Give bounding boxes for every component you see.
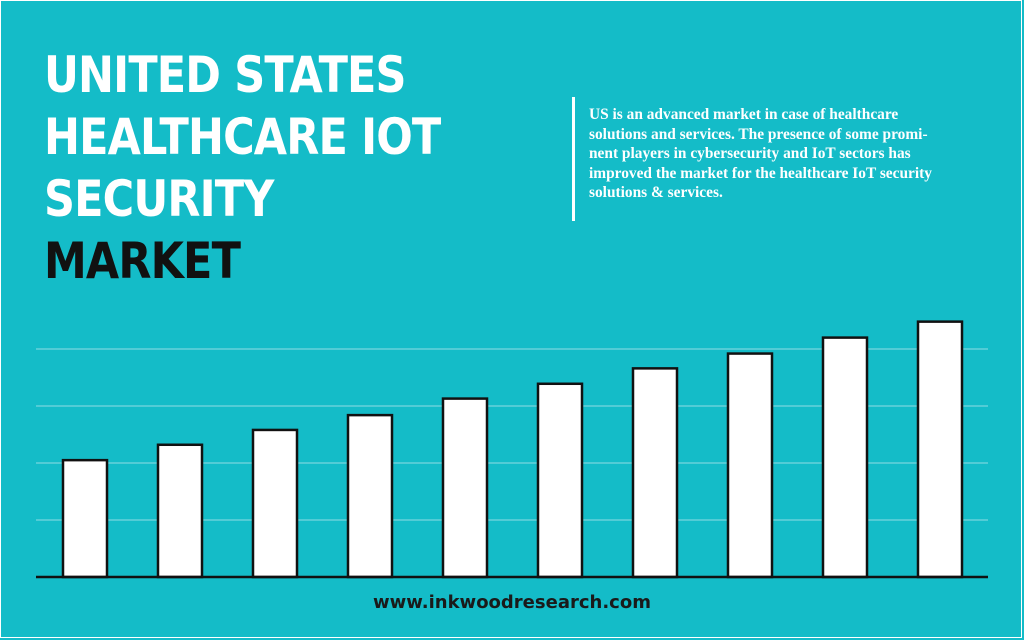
description-block: US is an advanced market in case of heal… <box>572 97 982 221</box>
bar-10 <box>916 320 964 579</box>
bar-6 <box>536 382 584 579</box>
footer-url[interactable]: www.inkwoodresearch.com <box>373 592 651 613</box>
bar-5 <box>441 397 489 579</box>
bar-9 <box>821 336 869 579</box>
bar-8 <box>726 352 774 579</box>
bar-7 <box>631 367 679 579</box>
description-line-3: nent players in cybersecurity and IoT se… <box>589 145 911 162</box>
title-line-2: HEALTHCARE IOT <box>44 108 441 166</box>
description-line-1: US is an advanced market in case of heal… <box>589 106 899 123</box>
page-title: UNITED STATES HEALTHCARE IOT SECURITY MA… <box>44 44 441 292</box>
bar-2 <box>156 443 204 579</box>
title-line-4: MARKET <box>44 232 241 290</box>
description-line-5: solutions & services. <box>589 184 723 201</box>
bar-4 <box>346 413 394 579</box>
description-line-4: improved the market for the healthcare I… <box>589 164 932 182</box>
bar-1 <box>61 458 109 579</box>
bar-3 <box>251 428 299 579</box>
description-line-2: solutions and services. The presence of … <box>589 125 928 143</box>
title-line-1: UNITED STATES <box>44 46 407 104</box>
title-line-3: SECURITY <box>44 170 274 228</box>
bar-chart <box>36 320 988 579</box>
